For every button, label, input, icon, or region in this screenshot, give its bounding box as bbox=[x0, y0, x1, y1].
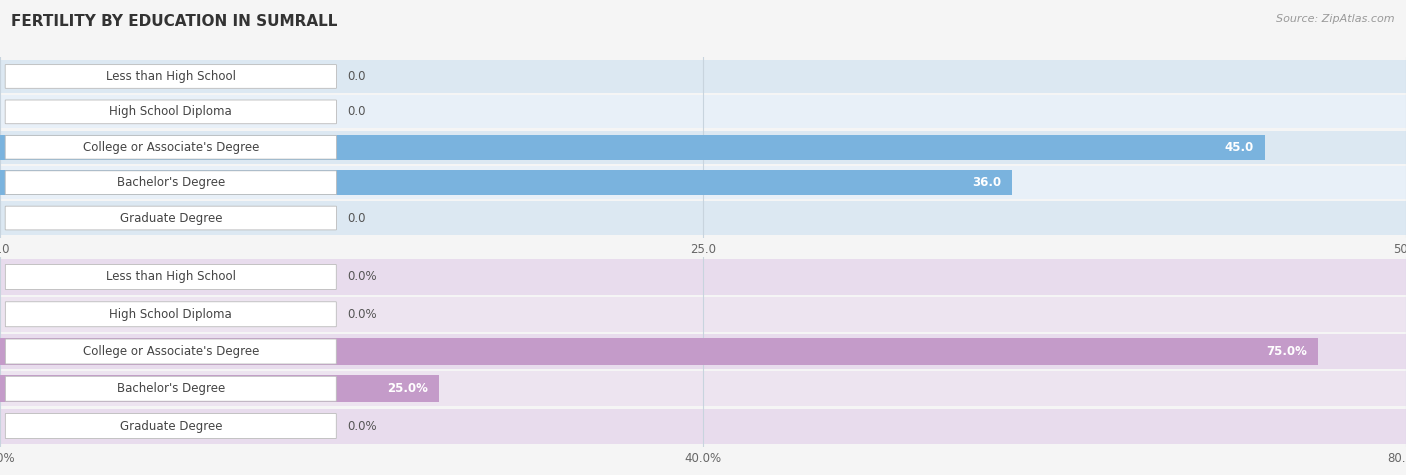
Bar bbox=[0, 131, 1406, 164]
Bar bbox=[0, 201, 1406, 235]
Text: Source: ZipAtlas.com: Source: ZipAtlas.com bbox=[1277, 14, 1395, 24]
FancyBboxPatch shape bbox=[6, 171, 336, 194]
Text: Bachelor's Degree: Bachelor's Degree bbox=[117, 382, 225, 395]
Bar bbox=[0, 338, 1319, 365]
Text: Graduate Degree: Graduate Degree bbox=[120, 211, 222, 225]
Text: 0.0: 0.0 bbox=[347, 105, 366, 118]
Text: 0.0%: 0.0% bbox=[347, 308, 377, 321]
Bar bbox=[0, 134, 1265, 160]
Bar bbox=[0, 95, 1406, 129]
Text: 0.0%: 0.0% bbox=[347, 270, 377, 284]
Text: FERTILITY BY EDUCATION IN SUMRALL: FERTILITY BY EDUCATION IN SUMRALL bbox=[11, 14, 337, 29]
Text: High School Diploma: High School Diploma bbox=[110, 105, 232, 118]
Bar bbox=[0, 371, 1406, 406]
Bar bbox=[0, 170, 1012, 195]
Bar bbox=[0, 375, 439, 402]
Text: College or Associate's Degree: College or Associate's Degree bbox=[83, 141, 259, 154]
Text: Less than High School: Less than High School bbox=[105, 70, 236, 83]
FancyBboxPatch shape bbox=[6, 135, 336, 159]
Bar bbox=[0, 166, 1406, 199]
Text: 45.0: 45.0 bbox=[1225, 141, 1254, 154]
Text: High School Diploma: High School Diploma bbox=[110, 308, 232, 321]
Text: 0.0: 0.0 bbox=[347, 70, 366, 83]
Text: Graduate Degree: Graduate Degree bbox=[120, 419, 222, 433]
Text: Less than High School: Less than High School bbox=[105, 270, 236, 284]
FancyBboxPatch shape bbox=[6, 265, 336, 289]
FancyBboxPatch shape bbox=[6, 302, 336, 327]
Bar bbox=[0, 60, 1406, 93]
FancyBboxPatch shape bbox=[6, 65, 336, 88]
Text: 25.0%: 25.0% bbox=[387, 382, 427, 395]
Bar bbox=[0, 408, 1406, 444]
Text: 0.0: 0.0 bbox=[347, 211, 366, 225]
Text: 0.0%: 0.0% bbox=[347, 419, 377, 433]
Bar bbox=[0, 297, 1406, 332]
Bar bbox=[0, 259, 1406, 294]
FancyBboxPatch shape bbox=[6, 414, 336, 438]
Text: 36.0: 36.0 bbox=[972, 176, 1001, 189]
FancyBboxPatch shape bbox=[6, 376, 336, 401]
FancyBboxPatch shape bbox=[6, 206, 336, 230]
Text: College or Associate's Degree: College or Associate's Degree bbox=[83, 345, 259, 358]
FancyBboxPatch shape bbox=[6, 100, 336, 124]
FancyBboxPatch shape bbox=[6, 339, 336, 364]
Text: 75.0%: 75.0% bbox=[1265, 345, 1308, 358]
Text: Bachelor's Degree: Bachelor's Degree bbox=[117, 176, 225, 189]
Bar bbox=[0, 334, 1406, 369]
